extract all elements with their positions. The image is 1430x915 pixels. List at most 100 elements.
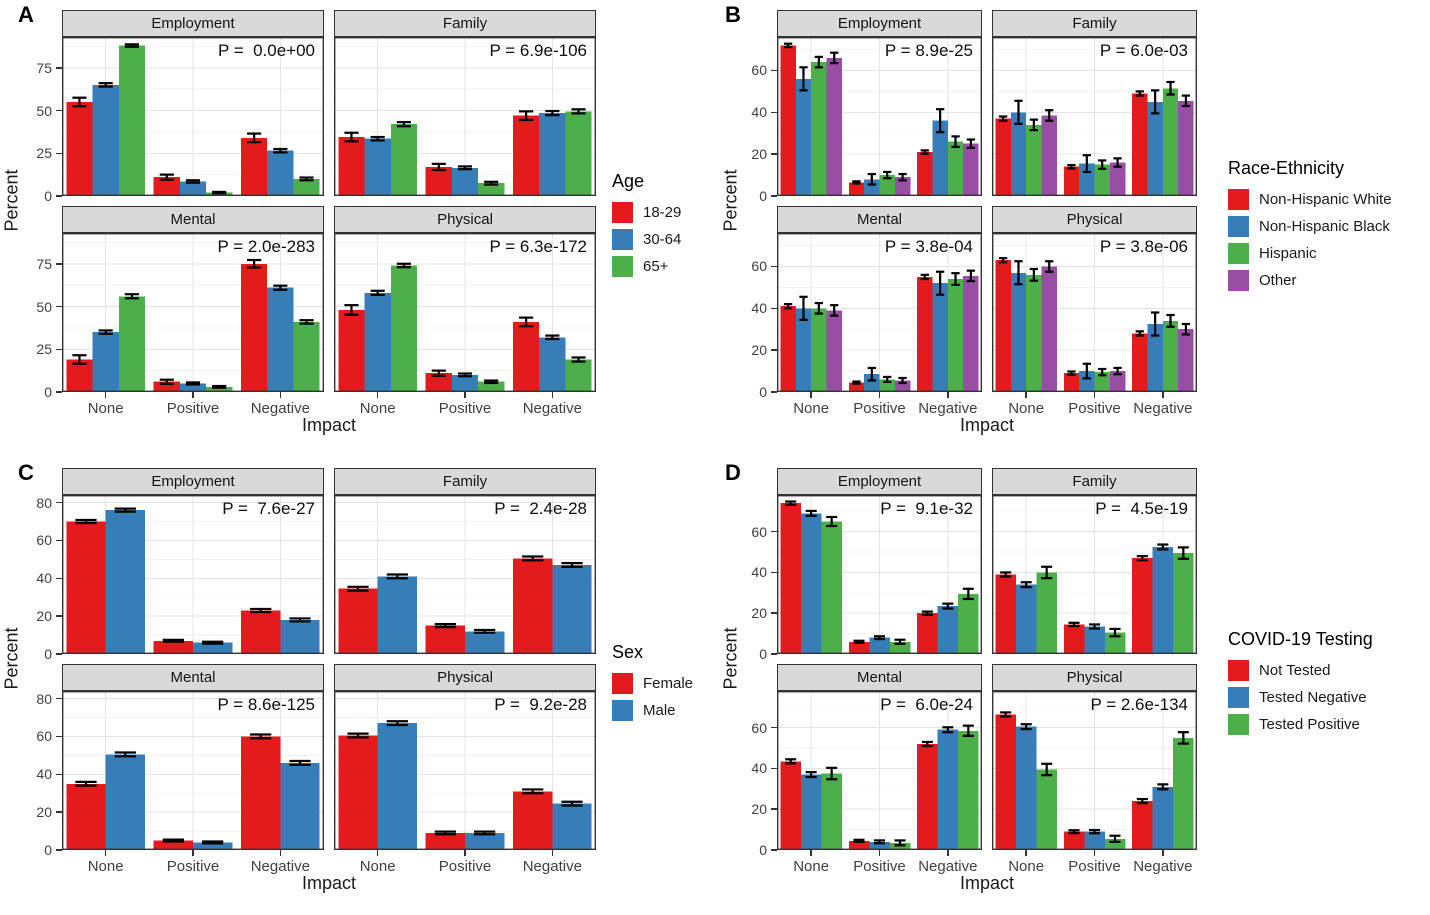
y-tick-label: 40 <box>751 564 767 581</box>
legend-label-tested-positive: Tested Positive <box>1259 716 1360 733</box>
bar-hispanic-negative <box>1162 88 1179 196</box>
y-tick-label: 20 <box>751 605 767 622</box>
bar-tested-positive-positive <box>1104 632 1126 654</box>
y-tick <box>771 767 777 770</box>
bar-30-64-none <box>364 292 391 392</box>
bar-female-positive <box>425 832 465 850</box>
legend-swatch-18-29 <box>612 202 633 223</box>
y-tick-label: 75 <box>36 59 52 76</box>
y-tick-label: 60 <box>36 728 52 745</box>
bar-other-positive <box>1109 162 1126 196</box>
bar-other-none <box>826 310 842 392</box>
bar-other-positive <box>894 177 911 196</box>
bar-tested-negative-positive <box>869 637 890 654</box>
x-tick <box>192 850 194 856</box>
bar-18-29-negative <box>241 263 268 392</box>
facet-plot-family <box>334 37 596 196</box>
y-tick <box>56 305 62 308</box>
bar-18-29-positive <box>153 381 180 392</box>
bar-30-64-none <box>92 332 119 392</box>
bar-non-hispanic-black-none <box>1010 112 1027 196</box>
legend-swatch-non-hispanic-black <box>1228 216 1249 237</box>
bar-male-none <box>377 576 417 654</box>
y-tick <box>771 265 777 268</box>
bar-male-none <box>105 754 145 850</box>
bar-18-29-none <box>338 137 365 196</box>
bar-tested-negative-none <box>800 774 822 850</box>
bar-female-none <box>66 783 106 850</box>
bar-not-tested-negative <box>917 744 938 850</box>
legend-age: Age 18-29 30-64 65+ <box>612 171 681 283</box>
p-value-mental: P = 8.6e-125 <box>217 695 315 714</box>
x-tick <box>1093 392 1096 398</box>
bar-tested-negative-none <box>1015 584 1037 654</box>
bar-not-tested-positive <box>848 840 870 850</box>
bar-non-hispanic-black-positive <box>864 374 880 392</box>
legend-item-female: Female <box>612 673 693 694</box>
bar-female-negative <box>513 558 553 654</box>
x-tick-label-positive: Positive <box>853 400 906 417</box>
legend-title: COVID-19 Testing <box>1228 629 1373 649</box>
x-tick-label-negative: Negative <box>1133 858 1193 875</box>
x-tick <box>1025 850 1027 856</box>
bar-30-64-none <box>92 84 119 196</box>
facet-strip-physical: Physical <box>334 664 596 691</box>
bar-tested-negative-none <box>1015 726 1037 850</box>
bar-30-64-negative <box>539 337 566 392</box>
bar-not-tested-none <box>780 761 801 850</box>
x-tick-label-none: None <box>87 858 124 875</box>
y-tick-label: 0 <box>44 646 52 662</box>
x-axis-title-impact: Impact <box>959 873 1015 893</box>
facet-strip-family: Family <box>334 10 596 37</box>
bar-65-negative <box>565 359 592 392</box>
x-tick-label-none: None <box>87 400 124 417</box>
bar-non-hispanic-black-negative <box>1147 101 1163 196</box>
bar-tested-negative-negative <box>1152 786 1174 850</box>
y-tick-label: 25 <box>36 341 52 358</box>
y-tick <box>771 349 777 351</box>
x-tick-label-negative: Negative <box>918 400 978 417</box>
legend-item-non-hispanic-white: Non-Hispanic White <box>1228 189 1392 210</box>
bar-female-negative <box>241 610 281 654</box>
x-tick-label-none: None <box>1008 400 1045 417</box>
y-tick-label: 40 <box>751 300 767 317</box>
x-tick <box>947 392 949 398</box>
bar-hispanic-none <box>1026 274 1042 392</box>
y-tick-label: 80 <box>36 690 52 707</box>
bar-hispanic-positive <box>879 175 895 196</box>
legend-items: Not Tested Tested Negative Tested Positive <box>1228 660 1373 735</box>
y-tick-label: 80 <box>36 494 52 511</box>
facet-plot-mental <box>62 233 324 392</box>
legend-label-not-tested: Not Tested <box>1259 662 1331 679</box>
facet-strip-physical: Physical <box>992 664 1197 691</box>
legend-label-18-29: 18-29 <box>643 204 682 221</box>
y-tick <box>56 735 62 738</box>
bar-18-29-negative <box>241 137 268 196</box>
bar-tested-positive-positive <box>889 842 911 850</box>
x-tick <box>376 392 379 398</box>
bar-30-64-negative <box>267 287 294 392</box>
y-tick-label: 0 <box>759 842 767 858</box>
legend-label-other: Other <box>1259 272 1297 289</box>
facet-plot-employment <box>62 37 324 196</box>
bar-not-tested-negative <box>1132 558 1153 654</box>
x-tick <box>279 392 282 398</box>
x-tick <box>810 850 812 856</box>
facet-plot-mental <box>62 691 324 850</box>
bar-65-negative <box>293 321 320 392</box>
y-tick-label: 60 <box>751 62 767 79</box>
y-tick-label: 20 <box>751 342 767 359</box>
p-value-family: P = 6.9e-106 <box>489 41 587 60</box>
bar-non-hispanic-black-negative <box>1147 324 1163 392</box>
bar-non-hispanic-white-positive <box>1063 166 1080 196</box>
y-tick <box>56 697 62 700</box>
bar-female-negative <box>241 736 281 850</box>
x-axis-title-impact: Impact <box>959 415 1015 435</box>
facet-plot-physical <box>334 691 596 850</box>
x-tick <box>464 392 466 398</box>
y-tick-label: 20 <box>36 804 52 821</box>
x-tick <box>551 850 554 856</box>
bar-hispanic-none <box>811 308 827 392</box>
bar-non-hispanic-black-positive <box>1079 371 1095 392</box>
bar-tested-negative-negative <box>1152 546 1174 654</box>
